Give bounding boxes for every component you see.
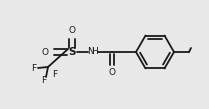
Text: N: N	[87, 47, 94, 55]
Text: F: F	[31, 64, 37, 72]
Text: O: O	[108, 67, 116, 77]
Text: F: F	[41, 76, 47, 84]
Text: O: O	[69, 26, 75, 35]
Text: H: H	[91, 47, 98, 55]
Text: F: F	[52, 70, 57, 78]
Text: S: S	[68, 47, 76, 57]
Text: O: O	[42, 48, 48, 56]
